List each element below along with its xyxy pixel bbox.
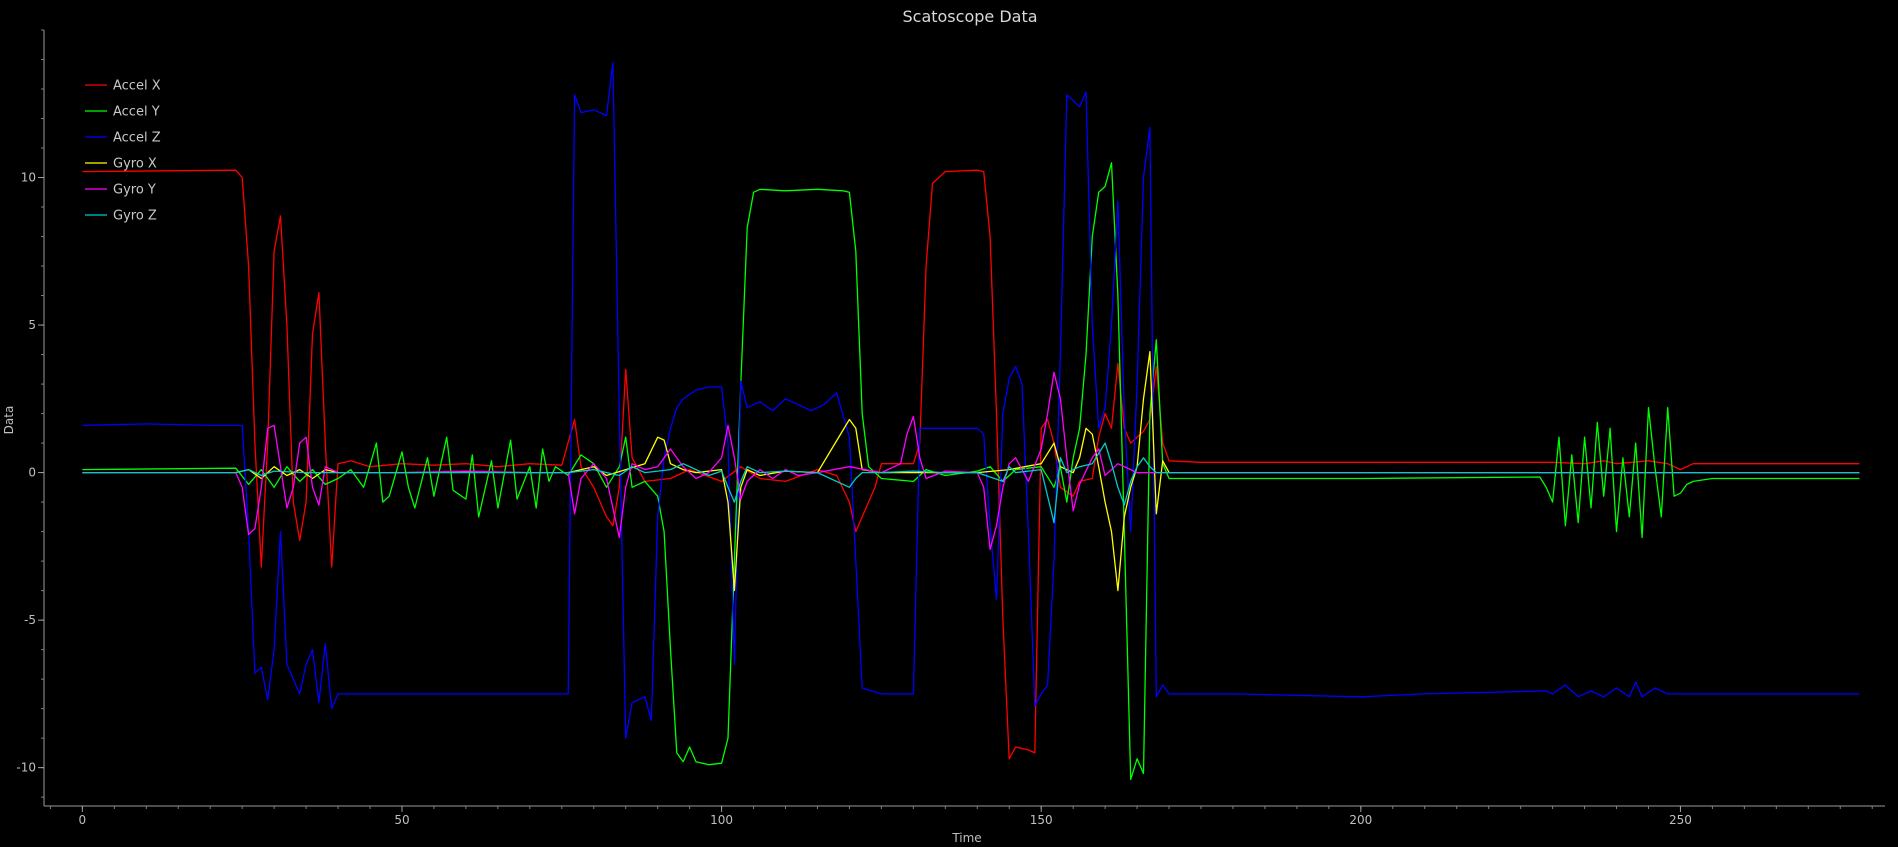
y-tick-label: 5 [28, 318, 36, 332]
series-line-accel-y [82, 162, 1860, 781]
legend-label: Accel Y [113, 105, 160, 120]
x-axis-title: Time [951, 831, 981, 845]
legend-label: Accel X [113, 79, 161, 94]
axes [43, 30, 1885, 807]
y-tick-label: 10 [21, 171, 36, 185]
y-axis-title: Data [2, 406, 16, 435]
series-lines [82, 61, 1860, 781]
x-tick-label: 50 [394, 813, 409, 827]
series-line-accel-z [82, 61, 1860, 739]
y-tick-label: -10 [16, 761, 36, 775]
chart-title: Scatoscope Data [902, 7, 1037, 26]
legend-label: Gyro X [113, 157, 157, 172]
series-line-gyro-z [82, 442, 1860, 524]
series-line-gyro-y [82, 371, 1860, 550]
x-tick-label: 0 [79, 813, 87, 827]
y-tick-label: 0 [28, 466, 36, 480]
legend-label: Accel Z [113, 131, 161, 146]
x-tick-label: 250 [1669, 813, 1692, 827]
series-line-accel-x [82, 169, 1860, 760]
x-tick-label: 150 [1030, 813, 1053, 827]
ticks: 0 50 100 150 200 250 -10 -5 0 5 10 [16, 29, 1873, 827]
x-tick-label: 200 [1349, 813, 1372, 827]
x-tick-label: 100 [710, 813, 733, 827]
legend-label: Gyro Y [113, 183, 156, 198]
y-tick-label: -5 [24, 613, 36, 627]
legend-label: Gyro Z [113, 209, 157, 224]
legend: Accel X Accel Y Accel Z Gyro X Gyro Y Gyro Z [85, 79, 161, 224]
